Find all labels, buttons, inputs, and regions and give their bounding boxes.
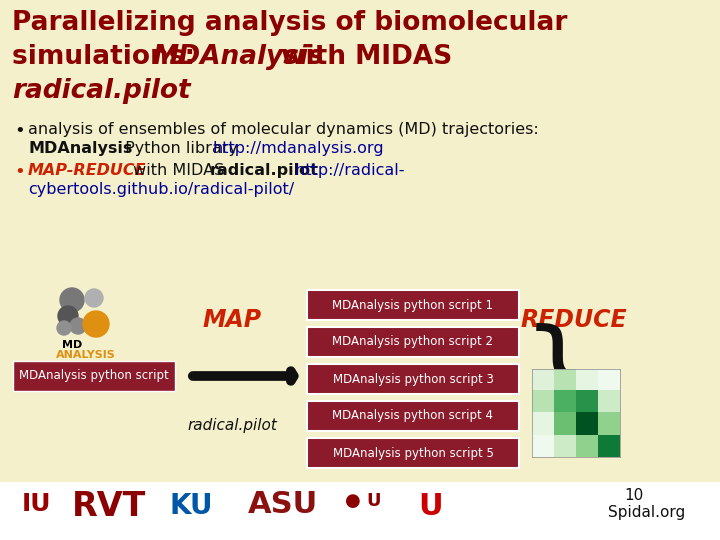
Circle shape [85,289,103,307]
Text: analysis of ensembles of molecular dynamics (MD) trajectories:: analysis of ensembles of molecular dynam… [28,122,539,137]
Text: simulations:: simulations: [12,44,204,70]
Text: http://mdanalysis.org: http://mdanalysis.org [213,141,384,156]
Text: Spidal.org: Spidal.org [608,505,685,520]
Circle shape [60,288,84,312]
Text: MDAnalysis: MDAnalysis [28,141,132,156]
Text: Parallelizing analysis of biomolecular: Parallelizing analysis of biomolecular [12,10,567,36]
Circle shape [57,321,71,335]
Text: RVT: RVT [72,490,146,523]
Text: IU: IU [22,492,52,516]
Text: U: U [418,492,443,521]
Circle shape [70,318,86,334]
Text: MDAnalysis python script 2: MDAnalysis python script 2 [333,335,493,348]
FancyBboxPatch shape [13,361,175,391]
Text: REDUCE: REDUCE [521,308,627,332]
Text: •: • [14,122,24,140]
Text: MD: MD [62,340,82,350]
Text: KU: KU [170,492,214,520]
Text: with MIDAS: with MIDAS [128,163,230,178]
Text: MDAnalysis python script 3: MDAnalysis python script 3 [333,373,493,386]
Text: 10: 10 [624,488,643,503]
FancyBboxPatch shape [307,438,519,468]
Text: radical.pilot: radical.pilot [187,418,277,433]
Circle shape [58,306,78,326]
FancyBboxPatch shape [307,290,519,320]
FancyBboxPatch shape [307,364,519,394]
Text: with MIDAS: with MIDAS [272,44,452,70]
Text: radical.pilot: radical.pilot [12,78,191,104]
Text: MAP-REDUCE: MAP-REDUCE [28,163,146,178]
Text: }: } [522,323,595,435]
Circle shape [83,311,109,337]
Text: cybertools.github.io/radical-pilot/: cybertools.github.io/radical-pilot/ [28,182,294,197]
Text: MDAnalysis python script: MDAnalysis python script [19,369,169,382]
Text: radical.pilot: radical.pilot [210,163,319,178]
Text: MDAnalysis python script 5: MDAnalysis python script 5 [333,447,493,460]
Text: MAP: MAP [202,308,261,332]
FancyBboxPatch shape [307,327,519,357]
Text: ANALYSIS: ANALYSIS [56,350,116,360]
Text: MDAnalysis: MDAnalysis [152,44,324,70]
Text: ASU: ASU [248,490,318,519]
FancyBboxPatch shape [0,482,720,540]
Text: •: • [14,163,24,181]
Text: Python library: Python library [120,141,243,156]
Text: ● U: ● U [345,492,382,510]
FancyBboxPatch shape [307,401,519,431]
Text: MDAnalysis python script 4: MDAnalysis python script 4 [333,409,493,422]
Text: http://radical-: http://radical- [290,163,405,178]
Text: MDAnalysis python script 1: MDAnalysis python script 1 [333,299,493,312]
